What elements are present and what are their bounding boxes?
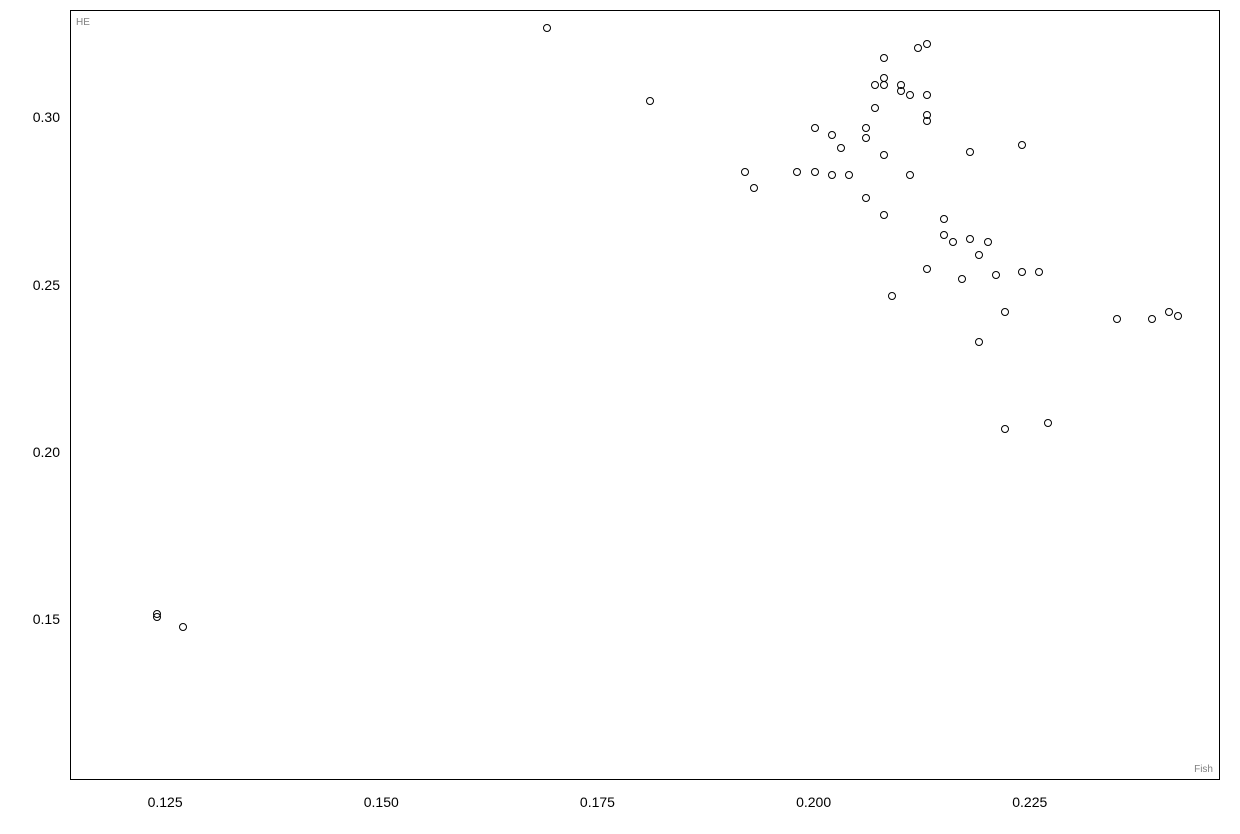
scatter-point (984, 238, 992, 246)
scatter-point (153, 613, 161, 621)
scatter-point (1018, 268, 1026, 276)
scatter-point (923, 91, 931, 99)
scatter-point (914, 44, 922, 52)
scatter-point (646, 97, 654, 105)
scatter-point (949, 238, 957, 246)
x-tick-label: 0.225 (1012, 794, 1047, 810)
scatter-point (958, 275, 966, 283)
scatter-point (880, 151, 888, 159)
scatter-point (1001, 425, 1009, 433)
scatter-point (923, 111, 931, 119)
scatter-point (880, 211, 888, 219)
scatter-point (543, 24, 551, 32)
scatter-point (793, 168, 801, 176)
scatter-chart: HE Fish 0.125 0.150 0.175 0.200 0.225 0.15 0.2… (0, 0, 1240, 834)
scatter-point (179, 623, 187, 631)
scatter-point (871, 81, 879, 89)
scatter-point (1148, 315, 1156, 323)
y-axis-inner-label: HE (76, 17, 90, 28)
scatter-point (940, 215, 948, 223)
x-tick-label: 0.200 (796, 794, 831, 810)
scatter-point (1113, 315, 1121, 323)
y-tick-label: 0.25 (10, 277, 60, 293)
scatter-point (862, 194, 870, 202)
y-tick-label: 0.15 (10, 611, 60, 627)
scatter-point (880, 81, 888, 89)
scatter-point (871, 104, 879, 112)
x-tick-label: 0.125 (148, 794, 183, 810)
x-tick-label: 0.150 (364, 794, 399, 810)
scatter-point (975, 251, 983, 259)
scatter-point (940, 231, 948, 239)
scatter-point (862, 134, 870, 142)
scatter-point (880, 54, 888, 62)
scatter-point (1044, 419, 1052, 427)
scatter-point (906, 171, 914, 179)
scatter-point (906, 91, 914, 99)
scatter-point (1018, 141, 1026, 149)
x-tick-label: 0.175 (580, 794, 615, 810)
scatter-point (1035, 268, 1043, 276)
scatter-point (923, 265, 931, 273)
scatter-point (828, 171, 836, 179)
scatter-point (888, 292, 896, 300)
scatter-point (845, 171, 853, 179)
scatter-point (828, 131, 836, 139)
scatter-point (966, 148, 974, 156)
y-tick-label: 0.20 (10, 444, 60, 460)
x-axis-inner-label: Fish (1194, 764, 1213, 775)
scatter-point (966, 235, 974, 243)
scatter-point (1174, 312, 1182, 320)
plot-area: HE Fish (70, 10, 1220, 780)
scatter-point (811, 124, 819, 132)
scatter-point (992, 271, 1000, 279)
scatter-point (750, 184, 758, 192)
y-tick-label: 0.30 (10, 109, 60, 125)
scatter-point (1165, 308, 1173, 316)
scatter-point (1001, 308, 1009, 316)
scatter-point (741, 168, 749, 176)
scatter-point (923, 40, 931, 48)
scatter-point (975, 338, 983, 346)
scatter-point (811, 168, 819, 176)
scatter-point (837, 144, 845, 152)
scatter-point (862, 124, 870, 132)
scatter-point (897, 87, 905, 95)
